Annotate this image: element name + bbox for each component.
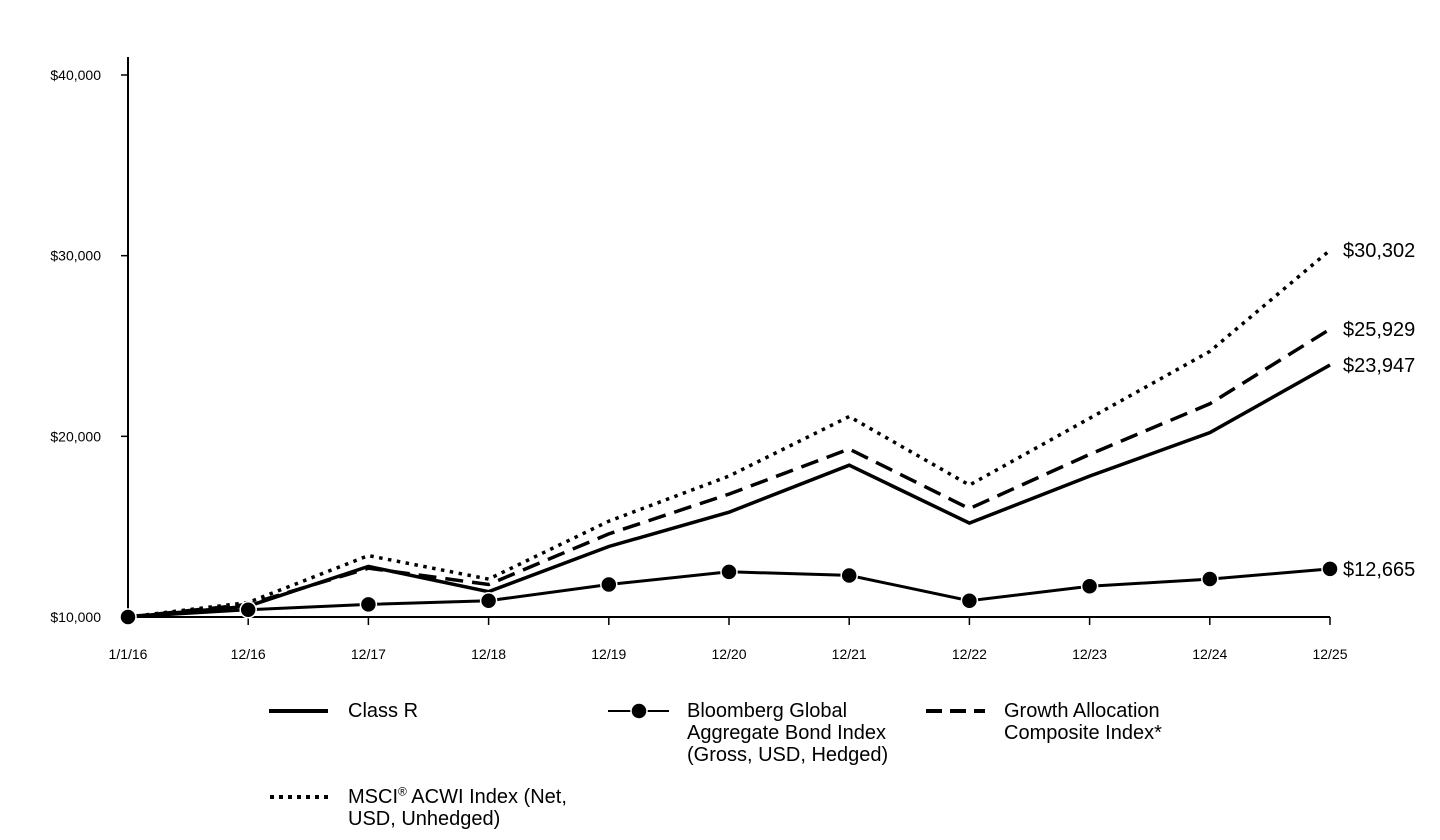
y-tick-label: $40,000: [50, 67, 101, 83]
x-tick-label: 1/1/16: [109, 646, 148, 662]
series-end-label: $25,929: [1343, 319, 1415, 341]
series-point: [239, 601, 257, 619]
x-tick-label: 12/21: [832, 646, 867, 662]
end-labels: $23,947 $12,665 $25,929 $30,302: [1343, 240, 1415, 581]
series-layer: [119, 248, 1339, 626]
series-line: [127, 363, 1331, 619]
series-point: [1080, 577, 1099, 596]
axes: [127, 57, 1330, 618]
series-end-label: $30,302: [1343, 240, 1415, 262]
series-point: [479, 591, 498, 610]
series-point: [119, 608, 137, 626]
series-point: [359, 595, 378, 614]
x-tick-label: 12/20: [711, 646, 746, 662]
x-tick-label: 12/17: [351, 646, 386, 662]
x-tick-label: 12/23: [1072, 646, 1107, 662]
series-end-label: $12,665: [1343, 559, 1415, 581]
x-axis-ticks: 1/1/16 12/16 12/17 12/18 12/19 12/20 12/21 12/2…: [109, 617, 1348, 662]
series-point: [1201, 570, 1219, 588]
series-line: [127, 248, 1332, 619]
x-tick-label: 12/19: [591, 646, 626, 662]
y-axis-ticks: $10,000 $20,000 $30,000 $40,000: [50, 67, 128, 625]
x-tick-label: 12/22: [952, 646, 987, 662]
x-tick-label: 12/24: [1192, 646, 1227, 662]
series-end-label: $23,947: [1343, 355, 1415, 377]
x-tick-label: 12/16: [231, 646, 266, 662]
y-tick-label: $20,000: [50, 428, 101, 444]
series-point: [600, 575, 618, 594]
y-tick-label: $30,000: [50, 248, 101, 264]
x-tick-label: 12/18: [471, 646, 506, 662]
y-tick-label: $10,000: [50, 609, 101, 625]
x-tick-label: 12/25: [1312, 646, 1347, 662]
series-point: [960, 591, 979, 610]
series-point: [840, 566, 858, 585]
series-point: [1321, 560, 1339, 578]
series-point: [720, 563, 738, 581]
